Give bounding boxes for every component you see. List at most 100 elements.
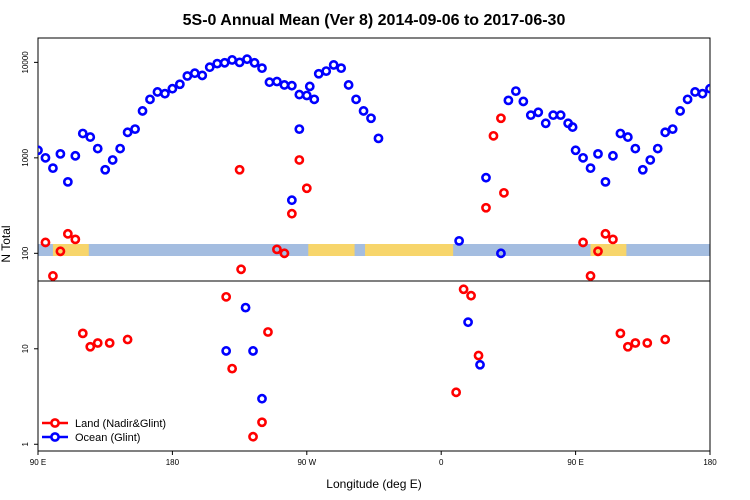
- ocean-point: [286, 80, 297, 91]
- y-tick-label: 1000: [21, 148, 30, 166]
- ocean-point: [272, 76, 282, 87]
- y-tick-label: 100: [21, 246, 30, 260]
- ocean-point: [309, 94, 320, 105]
- ocean-point: [167, 83, 178, 94]
- ocean-point: [682, 94, 693, 105]
- ocean-point: [622, 132, 633, 142]
- ocean-point: [304, 81, 315, 92]
- ocean-point: [481, 172, 491, 183]
- ocean-point: [593, 148, 603, 159]
- ocean-point: [510, 86, 521, 97]
- ocean-point: [697, 88, 708, 99]
- ocean-point: [294, 89, 305, 100]
- land-point: [496, 113, 506, 124]
- ocean-point: [38, 145, 43, 156]
- plot-frame: [37, 37, 711, 452]
- map-strip: [38, 244, 710, 256]
- ocean-point: [705, 83, 710, 94]
- legend-label-land: Land (Nadir&Glint): [75, 418, 166, 430]
- x-tick-label: 90 E: [567, 458, 583, 467]
- ocean-point: [264, 77, 275, 88]
- y-tick-label: 10: [21, 344, 30, 353]
- ocean-point: [343, 80, 354, 90]
- ocean-point: [279, 80, 290, 90]
- ocean-point: [219, 57, 230, 68]
- ocean-point: [525, 110, 536, 121]
- ocean-point: [242, 54, 252, 65]
- ocean-point: [585, 163, 596, 174]
- land-point: [622, 341, 633, 352]
- legend-label-ocean: Ocean (Glint): [75, 432, 140, 444]
- land-point: [301, 183, 312, 194]
- ocean-point: [667, 124, 678, 135]
- land-point: [122, 334, 133, 345]
- x-tick-label: 180: [703, 458, 717, 467]
- map-strip-land: [368, 244, 454, 256]
- x-axis: 90 E 180 90 W 0 90 E 180: [30, 451, 717, 467]
- ocean-point: [578, 152, 588, 163]
- land-point: [221, 291, 232, 302]
- land-point: [85, 341, 96, 352]
- land-point: [48, 271, 58, 281]
- land-point: [458, 284, 469, 295]
- ocean-point: [615, 128, 626, 139]
- ocean-point: [373, 133, 384, 144]
- ocean-point: [55, 148, 66, 159]
- y-tick-label: 10000: [21, 51, 30, 74]
- x-tick-label: 0: [439, 458, 444, 467]
- map-strip-land: [308, 244, 355, 256]
- land-point: [642, 338, 653, 348]
- ocean-point: [174, 79, 185, 90]
- ocean-point: [548, 110, 559, 121]
- x-axis-title: Longitude (deg E): [326, 477, 421, 491]
- ocean-point: [77, 128, 88, 139]
- ocean-point: [645, 155, 656, 165]
- ocean-point: [321, 66, 332, 77]
- ocean-point: [630, 143, 641, 154]
- land-point: [608, 234, 618, 245]
- land-point: [104, 338, 115, 348]
- data-points: [38, 54, 710, 442]
- ocean-point: [540, 118, 551, 129]
- ocean-point: [301, 90, 312, 101]
- land-point: [451, 387, 462, 398]
- legend: Land (Nadir&Glint) Ocean (Glint): [42, 418, 166, 444]
- ocean-point: [221, 346, 232, 356]
- ocean-point: [608, 150, 618, 161]
- ocean-point: [690, 87, 700, 97]
- land-point: [578, 237, 588, 248]
- ocean-point: [454, 235, 465, 246]
- ocean-point: [48, 163, 58, 174]
- y-axis: 1 10 100 1000 10000: [21, 51, 38, 446]
- ocean-point: [637, 164, 648, 175]
- legend-marker-land: [50, 418, 60, 428]
- ocean-point: [85, 132, 96, 142]
- x-tick-label: 90 E: [30, 458, 46, 467]
- ocean-point: [503, 95, 514, 106]
- ocean-point: [107, 155, 118, 165]
- land-point: [473, 350, 484, 361]
- ocean-point: [197, 70, 208, 81]
- ocean-point: [248, 346, 258, 356]
- ocean-point: [555, 110, 566, 121]
- land-point: [481, 202, 491, 213]
- ocean-point: [212, 58, 223, 69]
- ocean-point: [100, 164, 111, 175]
- land-point: [660, 334, 671, 345]
- land-point: [600, 228, 611, 239]
- land-point: [257, 417, 267, 428]
- ocean-point: [533, 107, 544, 118]
- ocean-point: [130, 124, 140, 135]
- ocean-point: [145, 94, 155, 105]
- ocean-point: [518, 96, 529, 107]
- ocean-point: [675, 106, 686, 116]
- land-point: [234, 164, 245, 175]
- land-point: [40, 237, 51, 248]
- ocean-point: [189, 68, 200, 79]
- land-point: [248, 431, 258, 442]
- ocean-point: [234, 57, 245, 68]
- land-point: [286, 208, 297, 219]
- ocean-point: [182, 71, 193, 81]
- ocean-point: [351, 94, 361, 105]
- ocean-point: [366, 113, 376, 124]
